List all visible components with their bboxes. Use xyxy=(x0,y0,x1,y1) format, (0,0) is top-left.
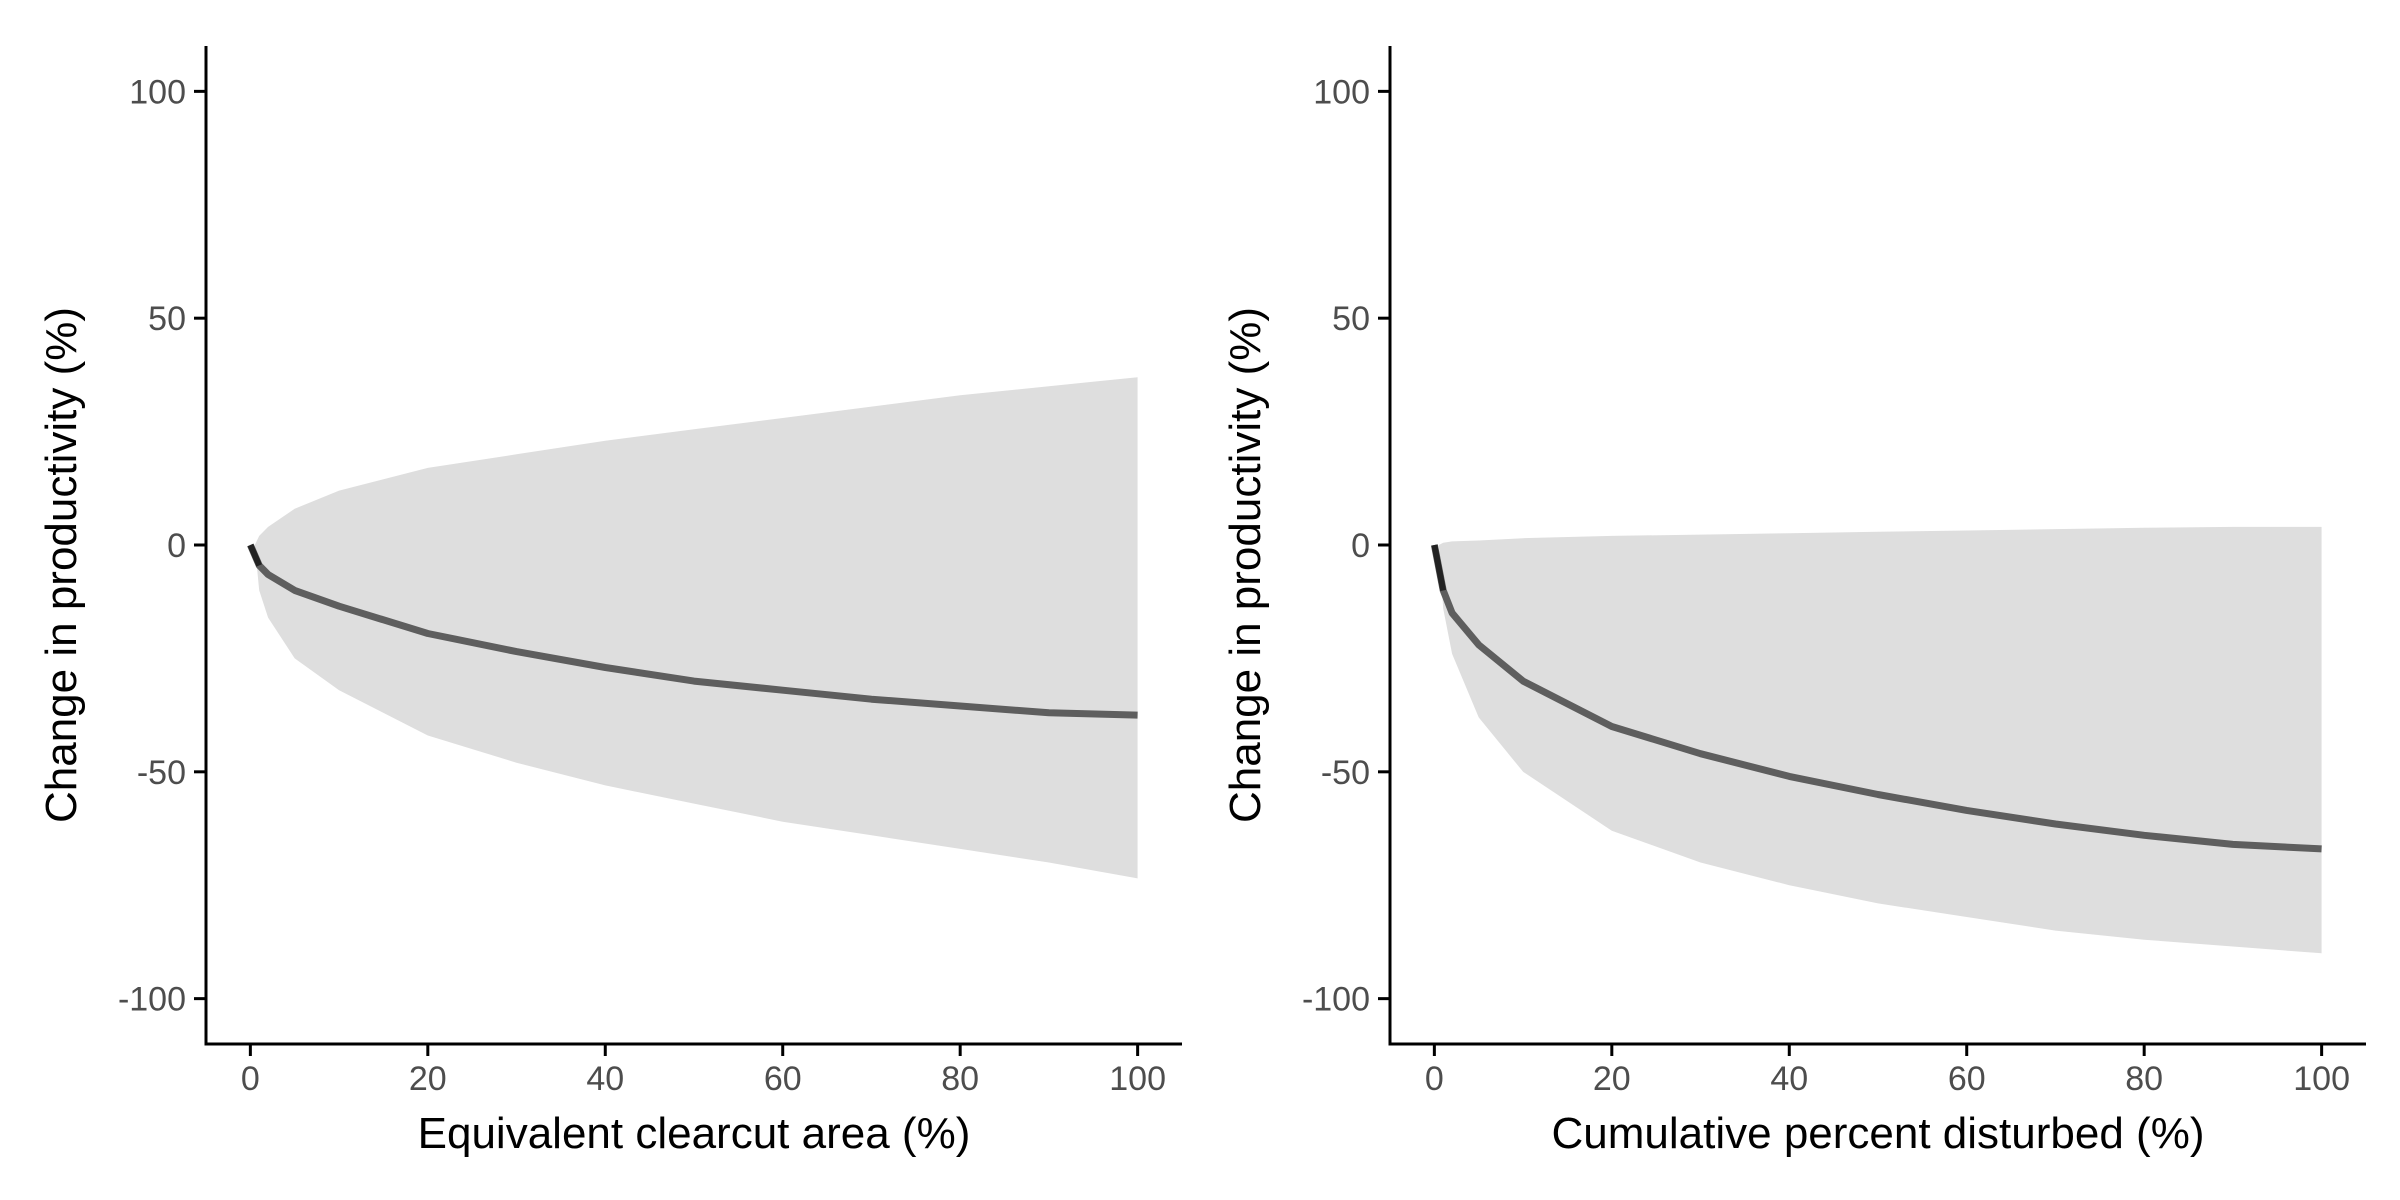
y-tick-label: 0 xyxy=(167,527,186,565)
confidence-band xyxy=(1438,526,2322,954)
y-tick-label: 50 xyxy=(148,300,186,338)
x-tick-label: 40 xyxy=(1770,1060,1808,1098)
x-tick-label: 100 xyxy=(2293,1060,2350,1098)
fitted-line xyxy=(247,543,1138,719)
confidence-band xyxy=(254,377,1138,879)
y-tick-label: -100 xyxy=(118,981,186,1019)
chart-panel-1: -100 -50 0 50 100 0 20 40 60 80 100 Equivalent clea… xyxy=(37,46,1182,1158)
x-tick-label: 80 xyxy=(941,1060,979,1098)
x-axis-title: Cumulative percent disturbed (%) xyxy=(1552,1109,2205,1158)
x-tick-label: 100 xyxy=(1109,1060,1166,1098)
fitted-line-start xyxy=(1431,544,1447,591)
y-tick-label: 100 xyxy=(1313,73,1370,111)
x-tick-label: 60 xyxy=(1948,1060,1986,1098)
y-axis-title: Change in productivity (%) xyxy=(1221,307,1270,823)
fitted-line xyxy=(1430,544,2322,853)
x-tick-label: 0 xyxy=(241,1060,260,1098)
y-axis-title: Change in productivity (%) xyxy=(37,307,86,823)
y-tick-label: -100 xyxy=(1302,981,1370,1019)
x-tick-label: 60 xyxy=(764,1060,802,1098)
x-tick-label: 40 xyxy=(586,1060,624,1098)
x-axis-title: Equivalent clearcut area (%) xyxy=(418,1109,971,1158)
y-tick-label: -50 xyxy=(1321,754,1370,792)
x-tick-label: 20 xyxy=(1593,1060,1631,1098)
fitted-line-start xyxy=(247,543,262,567)
x-tick-label: 20 xyxy=(409,1060,447,1098)
y-tick-label: -50 xyxy=(137,754,186,792)
y-tick-label: 100 xyxy=(129,73,186,111)
x-tick-label: 0 xyxy=(1425,1060,1444,1098)
y-tick-label: 0 xyxy=(1351,527,1370,565)
x-tick-label: 80 xyxy=(2125,1060,2163,1098)
y-tick-label: 50 xyxy=(1332,300,1370,338)
chart-panel-2: -100 -50 0 50 100 0 20 40 60 80 100 Cumulative perc… xyxy=(1221,46,2366,1158)
